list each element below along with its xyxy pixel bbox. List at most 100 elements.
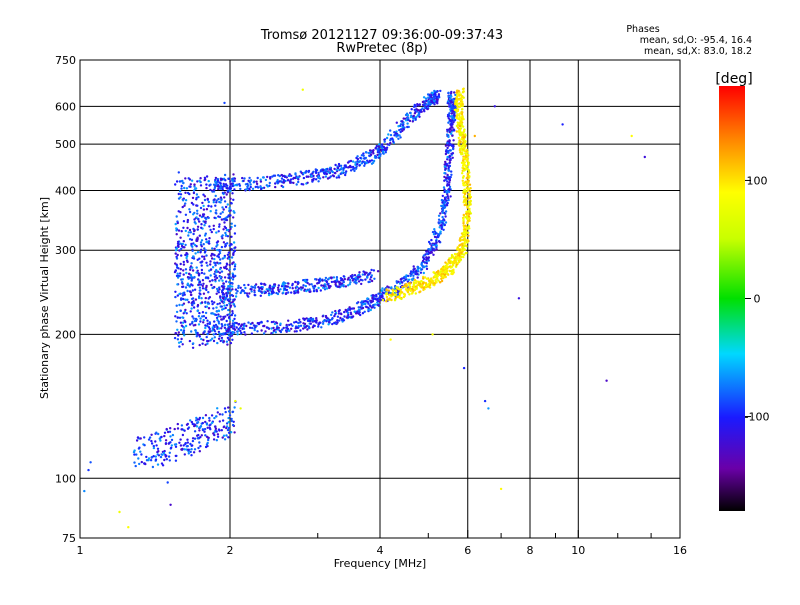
echo-point xyxy=(202,315,206,318)
echo-point xyxy=(408,119,412,123)
echo-point xyxy=(213,336,216,339)
echo-point xyxy=(236,290,239,293)
echo-point xyxy=(230,202,233,205)
echo-point xyxy=(399,290,402,293)
echo-point xyxy=(213,247,216,250)
echo-point xyxy=(243,291,247,295)
echo-point xyxy=(380,148,383,152)
echo-point xyxy=(342,280,345,284)
echo-point xyxy=(461,164,465,167)
echo-point xyxy=(196,251,200,254)
echo-point xyxy=(362,270,365,273)
echo-point xyxy=(196,331,199,335)
echo-point xyxy=(461,141,465,144)
echo-point xyxy=(206,322,209,325)
echo-point xyxy=(447,121,450,124)
echo-point xyxy=(218,332,221,335)
echo-point xyxy=(227,255,230,259)
echo-point xyxy=(221,293,225,296)
echo-point xyxy=(331,322,334,326)
echo-point xyxy=(290,291,293,294)
echo-point xyxy=(437,233,440,236)
echo-point xyxy=(356,163,359,166)
echo-point xyxy=(186,427,190,430)
echo-point xyxy=(206,319,209,322)
echo-point xyxy=(199,293,202,296)
echo-point xyxy=(178,345,181,348)
echo-point xyxy=(250,332,254,335)
echo-point xyxy=(193,183,196,186)
echo-point xyxy=(322,176,325,179)
echo-point xyxy=(323,279,327,282)
echo-point xyxy=(282,291,285,294)
echo-point xyxy=(221,413,224,416)
echo-point xyxy=(339,277,343,280)
echo-point xyxy=(433,228,436,231)
echo-point xyxy=(201,284,204,288)
echo-point xyxy=(195,266,198,269)
echo-point xyxy=(337,280,340,283)
echo-point xyxy=(189,231,192,234)
echo-point xyxy=(368,149,372,152)
echo-point xyxy=(305,280,308,283)
echo-point xyxy=(451,152,455,155)
echo-point xyxy=(270,327,273,330)
echo-point xyxy=(360,300,364,303)
echo-point xyxy=(230,431,233,434)
echo-point xyxy=(178,292,181,296)
echo-point xyxy=(226,313,229,317)
echo-point xyxy=(418,291,421,294)
echo-point xyxy=(199,436,202,439)
echo-point xyxy=(380,143,384,146)
echo-point xyxy=(188,238,192,241)
echo-point xyxy=(177,334,180,337)
echo-point xyxy=(177,331,180,334)
echo-point xyxy=(157,450,160,453)
echo-point xyxy=(357,276,361,279)
echo-point xyxy=(205,335,208,339)
echo-point xyxy=(195,196,198,200)
echo-point xyxy=(199,317,202,320)
echo-point xyxy=(455,259,458,262)
echo-point xyxy=(239,329,242,333)
echo-point xyxy=(443,190,446,194)
echo-point xyxy=(360,162,364,165)
echo-point xyxy=(202,204,205,208)
echo-point xyxy=(195,271,198,274)
echo-point xyxy=(197,195,200,199)
echo-point xyxy=(400,297,403,301)
echo-point xyxy=(200,239,204,242)
echo-point xyxy=(249,288,252,291)
echo-point xyxy=(201,311,205,314)
echo-point xyxy=(313,284,317,288)
echo-point xyxy=(406,114,410,117)
echo-point xyxy=(203,427,207,431)
echo-point xyxy=(175,263,178,266)
echo-point xyxy=(226,235,230,238)
echo-point xyxy=(233,179,236,183)
echo-point xyxy=(248,326,252,329)
echo-point xyxy=(233,305,237,308)
echo-point xyxy=(223,298,226,301)
echo-point xyxy=(224,315,227,318)
echo-point xyxy=(198,335,201,338)
echo-point xyxy=(226,343,229,346)
echo-point xyxy=(446,262,449,266)
echo-point xyxy=(191,266,194,269)
echo-point xyxy=(412,105,416,109)
echo-point xyxy=(204,326,207,330)
echo-point xyxy=(211,286,214,290)
echo-point xyxy=(458,129,462,132)
echo-point xyxy=(462,217,465,221)
echo-point xyxy=(216,411,219,414)
echo-point xyxy=(465,202,468,205)
echo-point xyxy=(211,337,214,340)
echo-point xyxy=(231,331,235,334)
echo-point xyxy=(175,227,178,230)
echo-point xyxy=(447,135,450,139)
echo-point xyxy=(460,243,463,246)
echo-point xyxy=(190,201,194,205)
echo-point xyxy=(406,122,409,125)
echo-point xyxy=(382,152,385,155)
echo-point xyxy=(460,137,463,141)
